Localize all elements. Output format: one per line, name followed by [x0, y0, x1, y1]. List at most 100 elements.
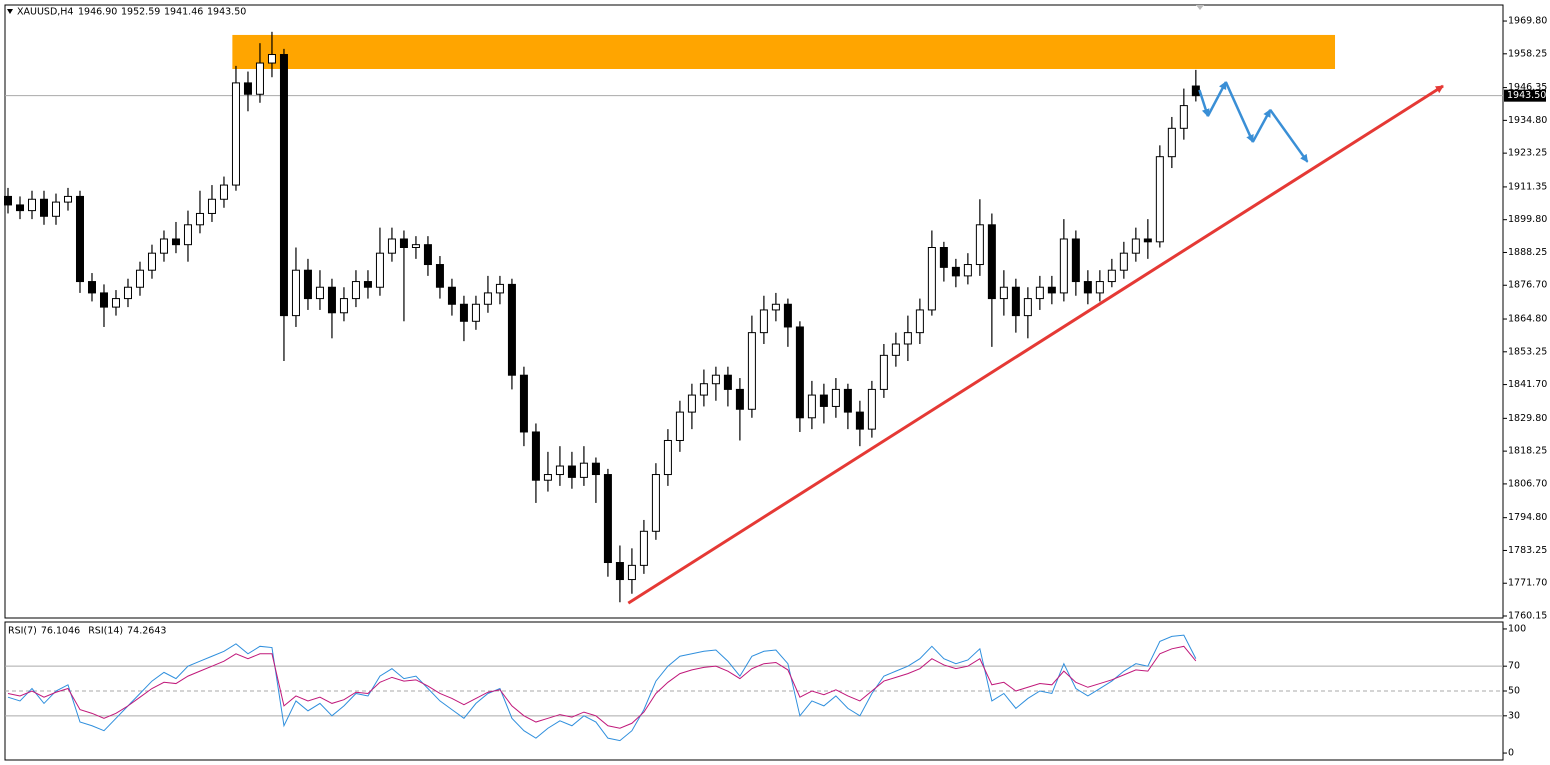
candle-body — [135, 269, 144, 288]
candle-body — [927, 247, 936, 311]
candle-body — [387, 238, 396, 254]
last-price-label: 1943.50 — [1507, 90, 1546, 101]
ohlc-label: 1952.59 — [121, 7, 160, 18]
candle-body — [651, 474, 660, 532]
candle-body — [975, 224, 984, 266]
candle-body — [75, 195, 84, 283]
candle-body — [27, 198, 36, 212]
candle-body — [207, 198, 216, 214]
y-tick-label: 70 — [1508, 661, 1520, 672]
resistance-zone — [232, 34, 1336, 69]
candle-body — [843, 388, 852, 413]
candle-body — [687, 394, 696, 413]
y-tick-label: 1853.25 — [1508, 346, 1547, 357]
candle-body — [351, 281, 360, 300]
candle-body — [867, 388, 876, 430]
candle-body — [879, 354, 888, 390]
candle-body — [447, 286, 456, 305]
candle-body — [543, 474, 552, 481]
candle-body — [939, 247, 948, 268]
last-price-tag — [1504, 89, 1546, 102]
candle-body — [87, 281, 96, 294]
candle-body — [855, 411, 864, 430]
candle-body — [531, 431, 540, 481]
candle-body — [315, 286, 324, 300]
y-tick-label: 50 — [1508, 686, 1520, 697]
candle-body — [471, 303, 480, 322]
forecast-arrow — [1224, 81, 1254, 143]
ohlc-label: 1941.46 — [164, 7, 203, 18]
candle-body — [99, 292, 108, 308]
candle-body — [15, 204, 24, 212]
candle-body — [951, 266, 960, 277]
candle-body — [1095, 281, 1104, 294]
candle-body — [279, 54, 288, 317]
y-tick-label: 1934.80 — [1508, 115, 1547, 126]
candle-body — [603, 474, 612, 564]
candle-body — [1143, 238, 1152, 243]
y-tick-label: 1829.80 — [1508, 413, 1547, 424]
forecast-arrow — [1251, 108, 1272, 143]
candle-body — [303, 269, 312, 300]
y-tick-label: 1946.35 — [1508, 82, 1547, 93]
candle-body — [231, 82, 240, 186]
candle-body — [819, 394, 828, 407]
y-tick-label: 1958.25 — [1508, 48, 1547, 59]
shift-marker — [1196, 5, 1204, 10]
candle-body — [759, 309, 768, 334]
y-tick-label: 1806.70 — [1508, 478, 1547, 489]
candle-body — [123, 286, 132, 300]
candle-body — [1035, 286, 1044, 300]
candle-body — [519, 374, 528, 433]
symbol-title: XAUUSD,H4 — [17, 7, 73, 18]
candle-body — [771, 303, 780, 311]
y-tick-label: 0 — [1508, 748, 1514, 759]
rsi-line — [7, 645, 1197, 729]
candle-body — [735, 388, 744, 410]
forecast-arrow — [1269, 109, 1309, 163]
candle-body — [495, 283, 504, 294]
y-tick-label: 1841.70 — [1508, 379, 1547, 390]
candle-body — [747, 332, 756, 410]
candle-body — [579, 462, 588, 478]
candle-body — [291, 269, 300, 317]
candle-body — [915, 309, 924, 334]
y-tick-label: 1794.80 — [1508, 512, 1547, 523]
candle-body — [51, 201, 60, 217]
candle-body — [699, 383, 708, 396]
candle-body — [627, 564, 636, 581]
candle-body — [1023, 298, 1032, 317]
candle-body — [147, 252, 156, 271]
candle-body — [1047, 286, 1056, 294]
candle-body — [375, 252, 384, 288]
candle-body — [1107, 269, 1116, 283]
candle-body — [1155, 156, 1164, 243]
candle-body — [1131, 238, 1140, 254]
candle-body — [243, 82, 252, 95]
candle-body — [483, 292, 492, 305]
main-panel — [4, 4, 1504, 619]
candle-body — [507, 283, 516, 376]
candle-body — [831, 388, 840, 407]
candle-body — [255, 62, 264, 95]
candle-body — [459, 303, 468, 322]
rsi-line — [7, 634, 1197, 742]
candle-body — [411, 244, 420, 249]
candle-body — [783, 303, 792, 328]
candle-body — [399, 238, 408, 249]
candle-body — [807, 394, 816, 419]
trend-line — [627, 84, 1444, 605]
candle-body — [423, 244, 432, 266]
y-tick-label: 1923.25 — [1508, 148, 1547, 159]
candle-body — [1191, 85, 1200, 97]
candle-body — [327, 286, 336, 314]
ohlc-label: 1946.90 — [78, 7, 117, 18]
forecast-arrow — [1198, 89, 1210, 118]
candle-body — [711, 374, 720, 385]
candle-body — [1119, 252, 1128, 271]
y-tick-label: 1969.80 — [1508, 16, 1547, 27]
candle-body — [987, 224, 996, 300]
candle-body — [267, 54, 276, 64]
y-tick-label: 1760.15 — [1508, 611, 1547, 622]
